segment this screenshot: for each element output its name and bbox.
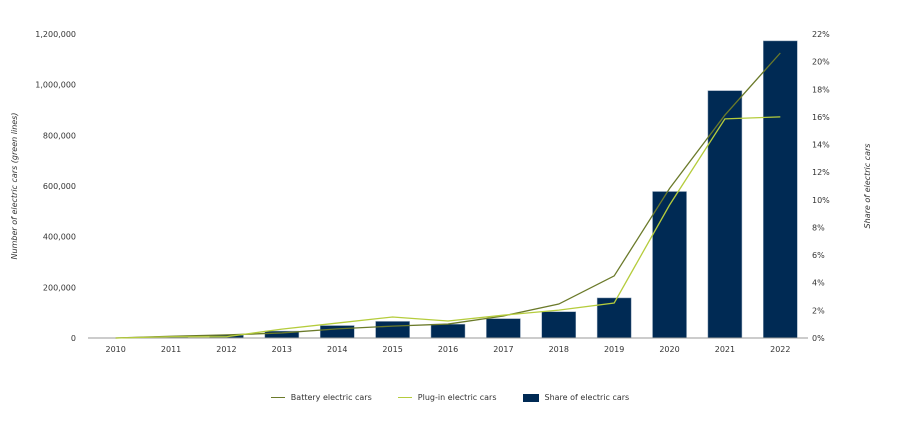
x-tick-label: 2015 bbox=[382, 345, 402, 354]
y2-tick-label: 12% bbox=[812, 168, 830, 177]
bar bbox=[486, 318, 521, 339]
bar bbox=[375, 321, 410, 339]
x-tick-label: 2016 bbox=[438, 345, 458, 354]
x-tick-label: 2014 bbox=[327, 345, 347, 354]
x-tick-label: 2020 bbox=[659, 345, 679, 354]
legend-label: Plug-in electric cars bbox=[417, 393, 497, 402]
legend-item-share[interactable]: Share of electric cars bbox=[522, 393, 630, 402]
legend-swatch bbox=[397, 396, 412, 399]
x-tick-label: 2010 bbox=[106, 345, 126, 354]
bar bbox=[319, 325, 355, 339]
x-tick-label: 2021 bbox=[715, 345, 735, 354]
x-tick-label: 2018 bbox=[549, 345, 569, 354]
y2-tick-label: 10% bbox=[812, 196, 830, 205]
y2-tick-label: 6% bbox=[812, 251, 825, 260]
legend-item-battery[interactable]: Battery electric cars bbox=[270, 393, 372, 402]
legend: Battery electric cars Plug-in electric c… bbox=[0, 393, 900, 402]
x-tick-label: 2012 bbox=[216, 345, 236, 354]
bar bbox=[763, 40, 798, 339]
x-tick-label: 2017 bbox=[493, 345, 513, 354]
y-tick-label: 400,000 bbox=[43, 233, 76, 242]
y2-tick-label: 22% bbox=[812, 30, 830, 39]
y-axis-label: Number of electric cars (green lines) bbox=[10, 113, 19, 260]
legend-label: Share of electric cars bbox=[544, 393, 630, 402]
legend-swatch bbox=[522, 393, 539, 402]
y-tick-label: 200,000 bbox=[43, 283, 76, 292]
y2-tick-label: 14% bbox=[812, 141, 830, 150]
x-tick-label: 2011 bbox=[161, 345, 181, 354]
x-tick-label: 2022 bbox=[770, 345, 790, 354]
legend-swatch bbox=[270, 396, 285, 399]
y-tick-label: 600,000 bbox=[43, 182, 76, 191]
y-tick-label: 0 bbox=[71, 334, 76, 343]
y2-tick-label: 4% bbox=[812, 279, 825, 288]
x-tick-label: 2019 bbox=[604, 345, 624, 354]
y2-tick-label: 16% bbox=[812, 113, 830, 122]
legend-label: Battery electric cars bbox=[290, 393, 372, 402]
bar bbox=[652, 191, 687, 339]
y2-axis-label: Share of electric cars bbox=[863, 144, 872, 229]
y-tick-label: 1,200,000 bbox=[35, 30, 76, 39]
y2-tick-label: 8% bbox=[812, 223, 825, 232]
legend-item-plugin[interactable]: Plug-in electric cars bbox=[397, 393, 497, 402]
y2-tick-label: 20% bbox=[812, 58, 830, 67]
y2-tick-label: 18% bbox=[812, 85, 830, 94]
x-tick-label: 2013 bbox=[272, 345, 292, 354]
bar bbox=[541, 311, 577, 339]
bar bbox=[430, 323, 466, 339]
bar bbox=[707, 90, 743, 339]
y-tick-label: 800,000 bbox=[43, 131, 76, 140]
y2-tick-label: 0% bbox=[812, 334, 825, 343]
y-tick-label: 1,000,000 bbox=[35, 81, 76, 90]
y2-tick-label: 2% bbox=[812, 306, 825, 315]
